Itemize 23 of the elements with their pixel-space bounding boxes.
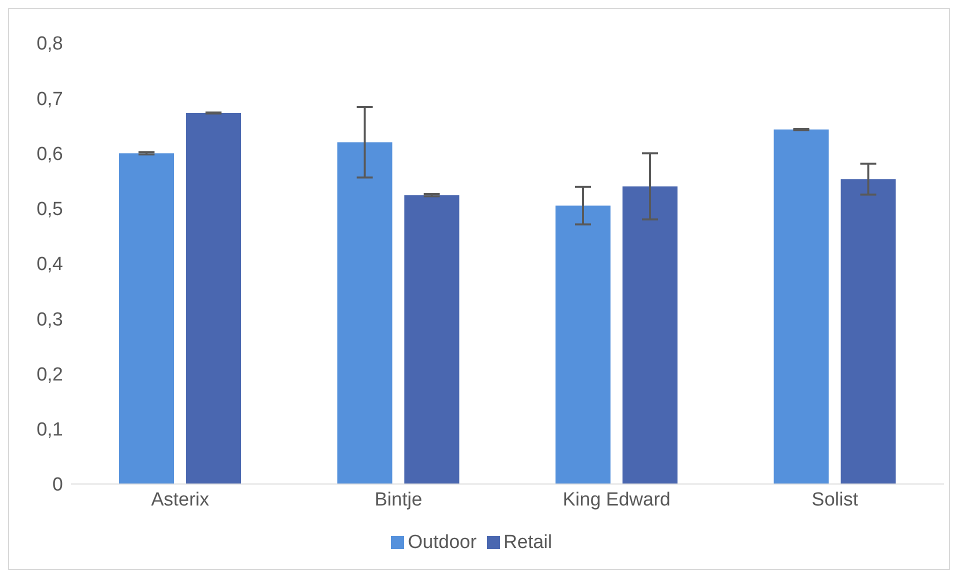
x-tick-label: Bintje: [374, 489, 422, 510]
y-tick-label: 0,3: [36, 309, 63, 330]
bar: [404, 195, 460, 484]
y-tick-label: 0,6: [36, 144, 63, 165]
legend-label: Retail: [504, 532, 552, 553]
y-tick-label: 0,8: [36, 34, 63, 55]
bar: [774, 130, 829, 484]
y-tick-label: 0,2: [36, 364, 63, 386]
y-tick-label: 0,1: [36, 420, 63, 441]
bar: [119, 153, 174, 484]
bar: [840, 179, 896, 484]
y-tick-label: 0,4: [36, 254, 64, 276]
y-tick-label: 0: [52, 474, 63, 496]
bar: [337, 142, 392, 484]
y-tick-label: 0,5: [36, 199, 63, 220]
bar: [186, 113, 242, 484]
x-tick-label: Asterix: [151, 489, 210, 510]
bar: [622, 186, 678, 484]
legend-label: Outdoor: [408, 532, 477, 553]
x-tick-label: King Edward: [562, 489, 670, 510]
x-tick-label: Solist: [812, 489, 859, 510]
bar: [556, 206, 611, 484]
y-tick-label: 0,7: [36, 88, 63, 110]
